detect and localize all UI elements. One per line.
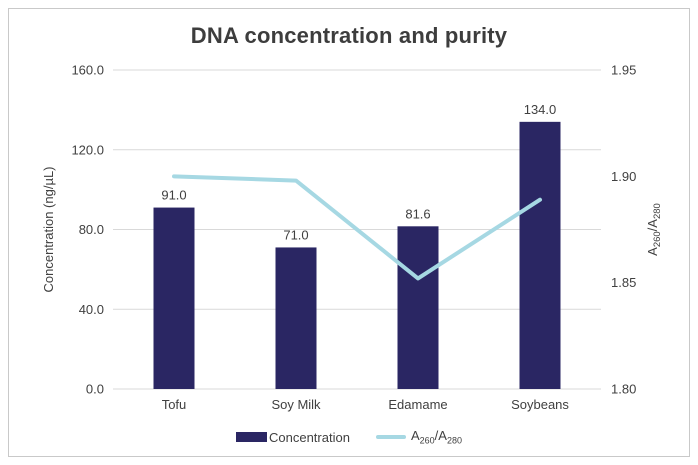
chart-border-frame — [8, 8, 690, 457]
left-axis-tick-label: 40.0 — [79, 302, 104, 317]
legend-label-concentration: Concentration — [269, 429, 350, 445]
legend-item-concentration: Concentration — [236, 430, 350, 445]
legend-label-ratio-part: 280 — [446, 435, 462, 446]
legend-label-ratio-part: /A — [434, 428, 447, 444]
category-label: Soybeans — [511, 397, 569, 412]
legend-label-ratio-part: A — [410, 428, 420, 444]
left-axis-tick-label: 160.0 — [71, 63, 104, 78]
left-axis-title: Concentration (ng/µL) — [41, 166, 56, 292]
bar-tofu — [153, 207, 195, 389]
right-axis-title: A260/A280 — [645, 203, 663, 256]
bar-data-label: 134.0 — [524, 102, 557, 117]
category-label: Edamame — [388, 397, 447, 412]
legend: Concentration A260/A280 — [0, 427, 698, 447]
bar-data-label: 71.0 — [283, 227, 308, 242]
left-axis-tick-label: 0.0 — [86, 382, 104, 397]
legend-label-ratio-part: 260 — [419, 435, 435, 446]
right-axis-tick-label: 1.95 — [611, 63, 636, 78]
bar-soy-milk — [275, 247, 317, 389]
legend-item-ratio: A260/A280 — [375, 428, 462, 446]
category-label: Tofu — [162, 397, 187, 412]
chart-title: DNA concentration and purity — [190, 23, 508, 48]
legend-label-ratio: A260/A280 — [411, 428, 462, 446]
bar-soybeans — [519, 121, 561, 390]
right-axis-tick-label: 1.80 — [611, 382, 636, 397]
bar-data-label: 91.0 — [161, 188, 186, 203]
ratio-line-swatch — [375, 435, 406, 439]
concentration-swatch — [236, 432, 267, 442]
right-axis-tick-label: 1.90 — [611, 169, 636, 184]
left-axis-tick-label: 120.0 — [71, 142, 104, 157]
purity-line — [172, 174, 542, 281]
bar-data-label: 81.6 — [405, 206, 430, 221]
bar-edamame — [397, 226, 439, 389]
category-label: Soy Milk — [271, 397, 321, 412]
right-axis-tick-label: 1.85 — [611, 275, 636, 290]
left-axis-tick-label: 80.0 — [79, 222, 104, 237]
